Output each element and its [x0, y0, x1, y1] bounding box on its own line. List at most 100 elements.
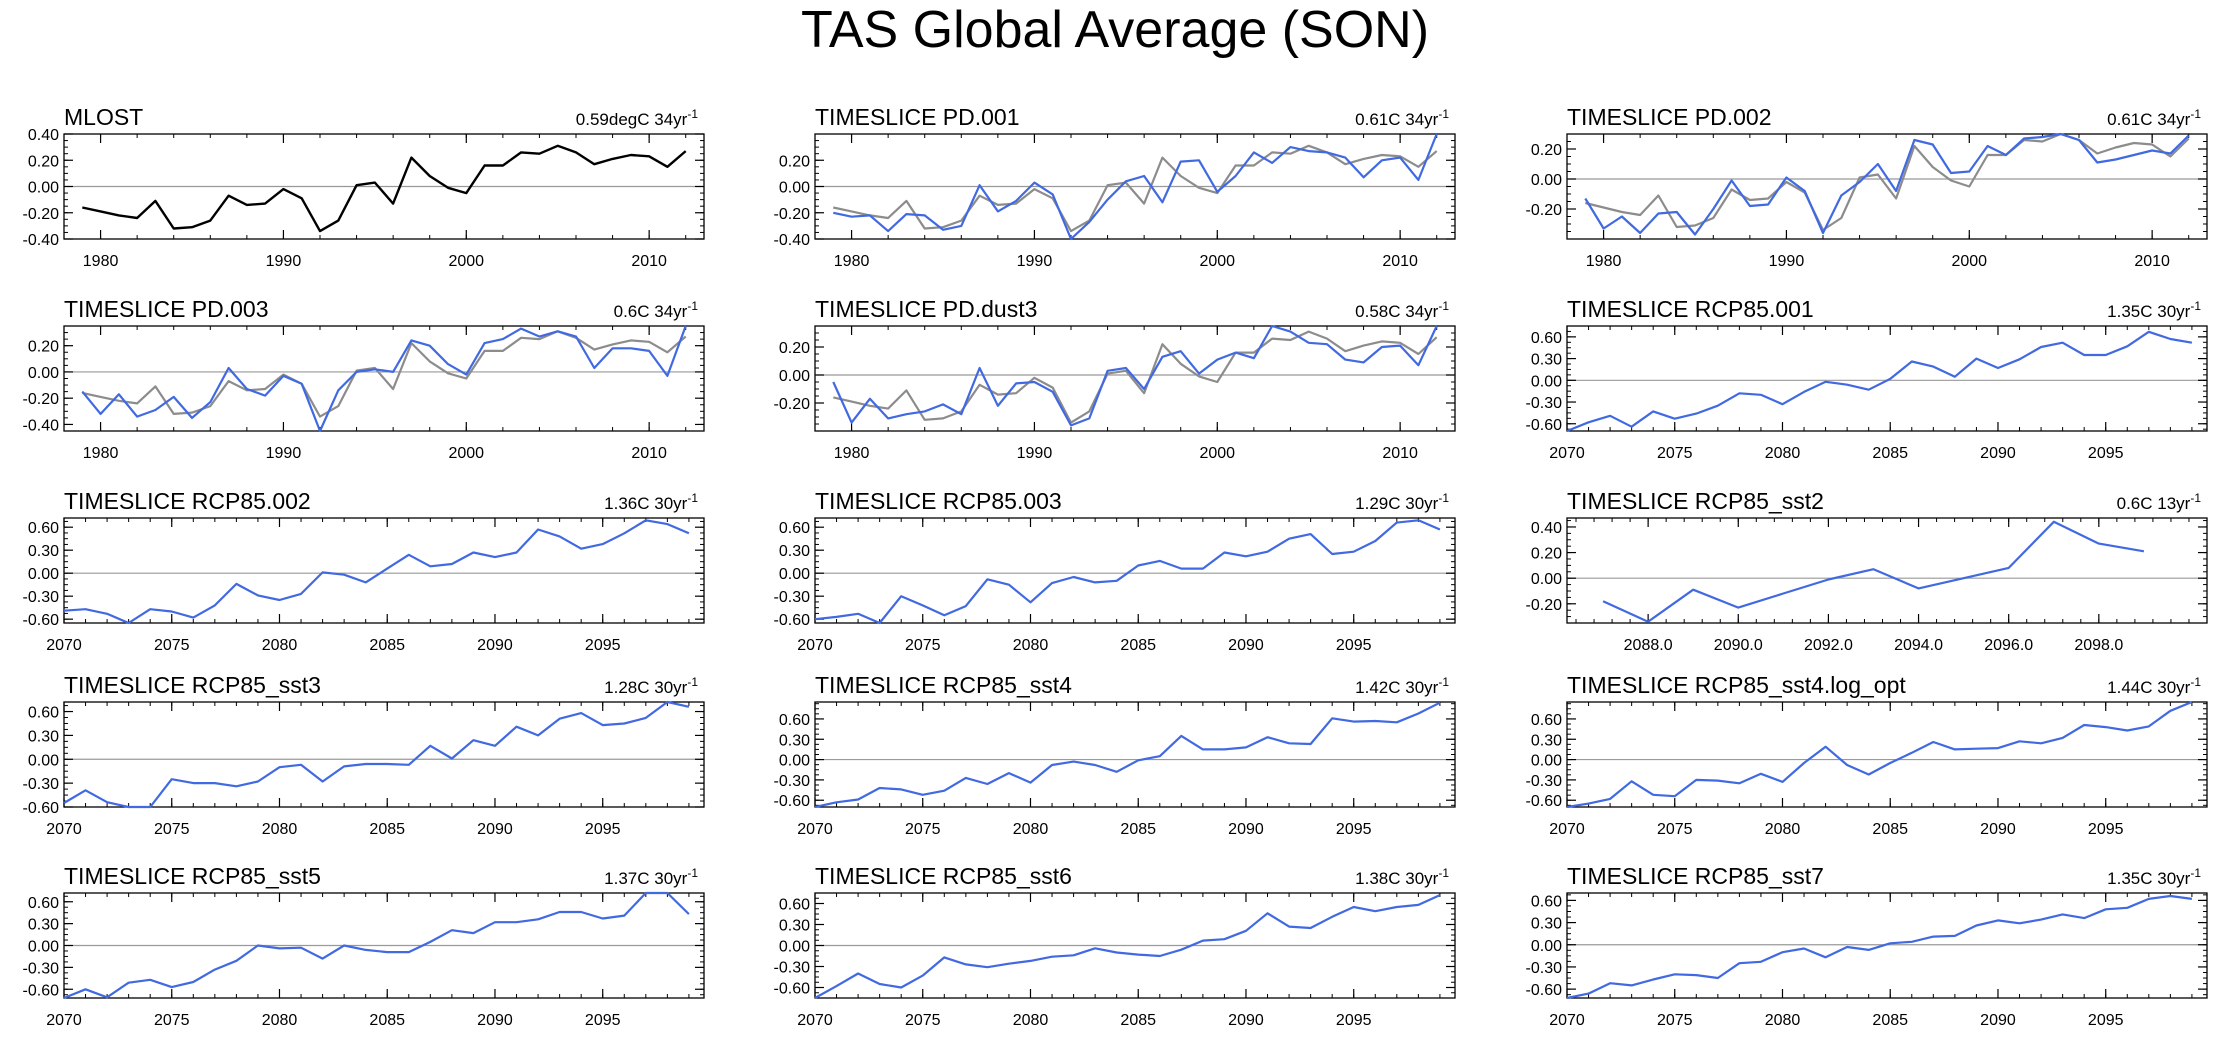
trend-annotation: 1.35C 30yr-1 — [2107, 866, 2201, 888]
figure-title: TAS Global Average (SON) — [800, 1, 1430, 59]
y-tick-label: 0.40 — [28, 127, 59, 144]
x-tick-label: 1980 — [834, 253, 870, 270]
y-tick-label: -0.30 — [1526, 773, 1563, 790]
trend-value: 0.6C 13yr — [2117, 494, 2191, 513]
x-tick-label: 2000 — [448, 445, 484, 462]
y-tick-label: 0.30 — [779, 732, 810, 749]
x-tick-label: 2080 — [1013, 637, 1049, 654]
x-tick-label: 2090 — [477, 1012, 513, 1029]
x-tick-label: 2085 — [1872, 445, 1908, 462]
y-tick-label: 0.00 — [779, 753, 810, 770]
panel-mlost: MLOST 0.59degC 34yr-1 -0.40 -0.20 0.00 0.20 0.… — [23, 104, 705, 270]
trend-annotation: 0.58C 34yr-1 — [1355, 299, 1449, 321]
trend-value: 0.58C 34yr — [1355, 302, 1438, 321]
panel-title: TIMESLICE RCP85.002 — [64, 488, 311, 514]
series-line-reference — [833, 330, 1438, 424]
series-line-reference — [82, 330, 687, 418]
trend-annotation: 1.28C 30yr-1 — [604, 675, 698, 697]
plot-frame — [1566, 325, 2208, 432]
y-tick-label: -0.60 — [774, 793, 811, 810]
y-tick-label: -0.60 — [774, 981, 811, 998]
trend-unit-exponent: -1 — [687, 675, 698, 689]
y-tick-label: -0.30 — [23, 960, 60, 977]
trend-value: 0.6C 34yr — [614, 302, 688, 321]
panel-title: TIMESLICE RCP85_sst7 — [1567, 863, 1824, 889]
panel-title: TIMESLICE RCP85_sst6 — [815, 863, 1072, 889]
x-tick-label: 1980 — [1586, 253, 1622, 270]
x-tick-label: 2075 — [1657, 821, 1693, 838]
trend-unit-exponent: -1 — [687, 299, 698, 313]
y-tick-label: -0.30 — [23, 589, 60, 606]
x-tick-label: 2095 — [2088, 445, 2124, 462]
y-tick-label: 0.00 — [28, 566, 59, 583]
series-line-model — [814, 701, 1441, 809]
trend-value: 0.59degC 34yr — [576, 110, 688, 129]
x-tick-label: 2000 — [1199, 253, 1235, 270]
plot-frame — [63, 517, 705, 624]
y-tick-label: 0.00 — [779, 368, 810, 385]
x-tick-label: 2080 — [1765, 821, 1801, 838]
trend-annotation: 1.42C 30yr-1 — [1355, 675, 1449, 697]
x-tick-label: 1990 — [266, 253, 302, 270]
y-tick-label: 0.00 — [779, 939, 810, 956]
series-line-model — [1566, 700, 2193, 809]
x-tick-label: 1990 — [1017, 445, 1053, 462]
x-tick-label: 2075 — [154, 637, 190, 654]
x-tick-label: 2075 — [154, 1012, 190, 1029]
y-tick-label: 0.00 — [1531, 373, 1562, 390]
y-tick-label: 0.60 — [779, 712, 810, 729]
x-tick-label: 2075 — [905, 821, 941, 838]
x-tick-label: 2085 — [1872, 821, 1908, 838]
panel-title: TIMESLICE RCP85_sst4.log_opt — [1567, 672, 1906, 698]
x-tick-label: 2080 — [1765, 445, 1801, 462]
y-tick-label: 0.60 — [28, 705, 59, 722]
trend-unit-exponent: -1 — [1438, 866, 1449, 880]
y-tick-label: -0.60 — [1526, 417, 1563, 434]
panel-timeslice-pd-001: TIMESLICE PD.001 0.61C 34yr-1 -0.40 -0.20 0.… — [774, 104, 1456, 270]
y-tick-label: -0.30 — [1526, 960, 1563, 977]
panel-title: TIMESLICE RCP85_sst4 — [815, 672, 1072, 698]
y-tick-label: -0.40 — [774, 232, 811, 249]
x-tick-label: 2070 — [797, 1012, 833, 1029]
y-tick-label: 0.60 — [28, 520, 59, 537]
panel-timeslice-rcp85-sst5: TIMESLICE RCP85_sst5 1.37C 30yr-1 -0.60 -0.… — [23, 863, 705, 1029]
x-tick-label: 1980 — [834, 445, 870, 462]
panel-title: MLOST — [64, 104, 143, 130]
y-tick-label: -0.40 — [23, 417, 60, 434]
panel-timeslice-rcp85-001: TIMESLICE RCP85.001 1.35C 30yr-1 -0.60 -0.3… — [1526, 296, 2208, 462]
y-tick-label: 0.00 — [1531, 571, 1562, 588]
x-tick-label: 2075 — [154, 821, 190, 838]
y-tick-label: -0.20 — [774, 396, 811, 413]
x-tick-label: 2070 — [1549, 821, 1585, 838]
trend-value: 1.42C 30yr — [1355, 678, 1438, 697]
series-line-model — [814, 519, 1441, 625]
trend-annotation: 0.59degC 34yr-1 — [576, 107, 699, 129]
x-tick-label: 2095 — [585, 637, 621, 654]
x-tick-label: 2085 — [1872, 1012, 1908, 1029]
y-tick-label: -0.60 — [1526, 982, 1563, 999]
panel-title: TIMESLICE PD.003 — [64, 296, 269, 322]
trend-unit-exponent: -1 — [1438, 299, 1449, 313]
trend-value: 1.29C 30yr — [1355, 494, 1438, 513]
x-tick-label: 2070 — [797, 637, 833, 654]
y-tick-label: -0.60 — [23, 612, 60, 629]
x-tick-label: 2000 — [448, 253, 484, 270]
series-line-model — [1566, 330, 2193, 433]
y-tick-label: 0.00 — [1531, 172, 1562, 189]
trend-value: 1.35C 30yr — [2107, 302, 2190, 321]
y-tick-label: 0.00 — [1531, 753, 1562, 770]
plot-frame — [1566, 892, 2208, 999]
y-tick-label: 0.00 — [779, 180, 810, 197]
trend-unit-exponent: -1 — [2190, 299, 2201, 313]
y-tick-label: 0.60 — [1531, 712, 1562, 729]
trend-annotation: 0.61C 34yr-1 — [1355, 107, 1449, 129]
trend-unit-exponent: -1 — [1438, 675, 1449, 689]
y-tick-label: 0.30 — [1531, 916, 1562, 933]
trend-unit-exponent: -1 — [687, 866, 698, 880]
trend-value: 1.28C 30yr — [604, 678, 687, 697]
y-tick-label: 0.60 — [779, 520, 810, 537]
plot-frame — [814, 517, 1456, 624]
x-tick-label: 2094.0 — [1894, 637, 1943, 654]
panel-timeslice-pd-002: TIMESLICE PD.002 0.61C 34yr-1 -0.20 0.00 0.2… — [1526, 104, 2208, 270]
